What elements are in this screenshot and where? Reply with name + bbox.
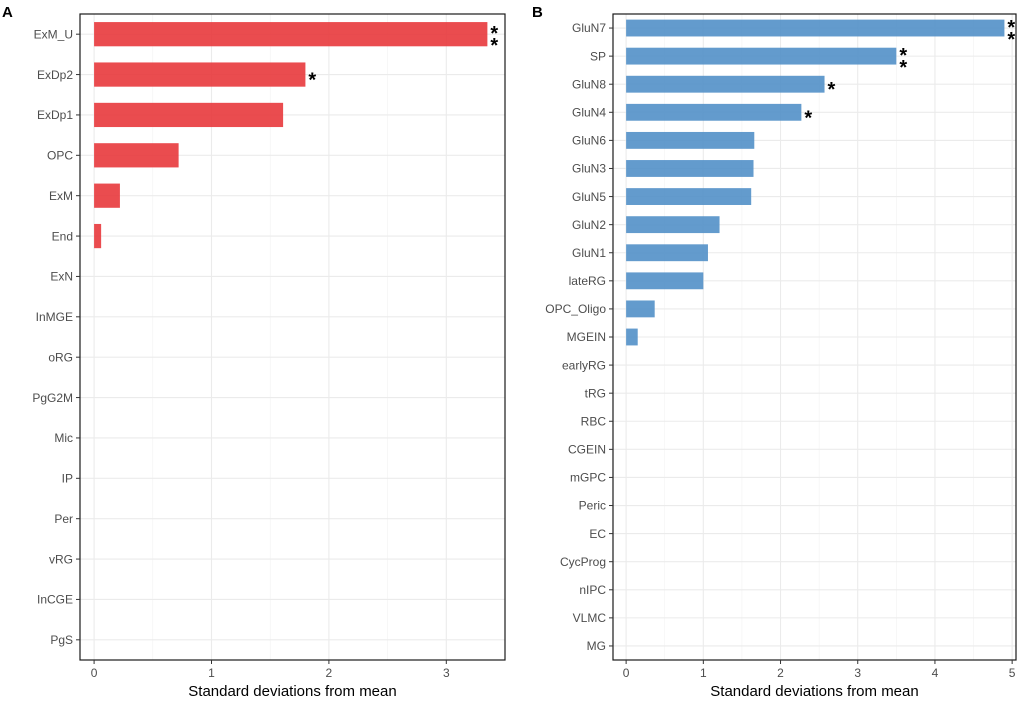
panel-a-category-label: IP (62, 472, 73, 486)
panel-b-significance-star: * (804, 107, 812, 129)
panel-a-bar-exdp1 (94, 102, 284, 128)
panel-b-bar-mgein (626, 328, 638, 346)
panel-a-category-label: End (52, 229, 73, 243)
panel-b-bar-glun3 (626, 160, 754, 177)
panel-b-category-label: GluN1 (572, 246, 606, 260)
panel-b-category-label: MG (587, 639, 606, 653)
panel-b-bar-laterg (626, 272, 704, 290)
panel-a-category-label: PgG2M (32, 391, 73, 405)
panel-b-category-label: OPC_Oligo (545, 302, 606, 316)
panel-a-category-label: Mic (54, 431, 73, 445)
panel-b-bar-glun1 (626, 244, 708, 262)
panel-a-bar-end (94, 223, 102, 249)
panel-a-category-label: InCGE (37, 593, 73, 607)
panel-a-bar-opc (94, 143, 179, 168)
panel-b-x-tick-label: 4 (932, 666, 939, 680)
panel-b-bar-glun4 (626, 103, 802, 121)
panel-a-category-label: vRG (49, 552, 73, 566)
panel-b-x-axis-title: Standard deviations from mean (710, 683, 918, 700)
panel-b-category-label: lateRG (569, 274, 606, 288)
panel-b-bar-glun5 (626, 188, 752, 205)
panel-a-bar-exdp2 (94, 62, 306, 87)
panel-b-category-label: nIPC (579, 583, 606, 597)
panel-a-category-label: PgS (50, 633, 73, 647)
panel-a-x-axis-title: Standard deviations from mean (188, 683, 396, 700)
panel-b-category-label: earlyRG (562, 358, 606, 372)
panel-a-x-tick-label: 3 (443, 666, 450, 680)
panel-b-significance-star: * (828, 79, 836, 101)
panel-b-chart: ******GluN7SPGluN8GluN4GluN6GluN3GluN5Gl… (545, 13, 1017, 700)
panel-a-x-tick-label: 1 (208, 666, 215, 680)
panel-a-bar-exm-u (94, 22, 488, 47)
panel-b-category-label: Peric (579, 499, 606, 513)
panel-b-x-tick-label: 2 (777, 666, 784, 680)
panel-a-category-label: ExDp2 (37, 68, 73, 82)
panel-a-x-tick-label: 2 (326, 666, 333, 680)
panel-b-category-label: VLMC (573, 611, 607, 625)
panel-b-category-label: GluN7 (572, 21, 606, 35)
panel-b-x-tick-label: 5 (1009, 666, 1016, 680)
panel-b-category-label: GluN3 (572, 162, 606, 176)
panel-b-bar-glun2 (626, 216, 720, 234)
panel-b-category-label: mGPC (570, 471, 606, 485)
panel-b-category-label: RBC (581, 414, 607, 428)
panel-b-category-label: EC (589, 527, 606, 541)
panel-a-significance-star: * (490, 23, 498, 45)
panel-b-category-label: GluN4 (572, 106, 606, 120)
panel-a-significance-star: * (490, 35, 498, 57)
panel-b-category-label: GluN6 (572, 134, 606, 148)
panel-b-category-label: GluN8 (572, 77, 606, 91)
panel-a-chart: ***ExM_UExDp2ExDp1OPCExMEndExNInMGEoRGPg… (32, 13, 506, 700)
panel-b-bar-sp (626, 47, 897, 65)
panel-b-category-label: tRG (585, 386, 606, 400)
panel-b-bar-opc-oligo (626, 300, 655, 318)
panel-a-x-tick-label: 0 (91, 666, 98, 680)
panel-a-significance-star: * (308, 70, 316, 92)
panel-b-category-label: CycProg (560, 555, 606, 569)
panel-a-bar-exm (94, 183, 120, 208)
panel-b-bar-glun6 (626, 131, 755, 149)
panel-a-category-label: Per (54, 512, 73, 526)
panel-b-significance-star: * (1007, 17, 1015, 39)
panel-b-category-label: GluN2 (572, 218, 606, 232)
panel-b-significance-star: * (899, 57, 907, 79)
panel-b-x-tick-label: 0 (623, 666, 630, 680)
panel-b-category-label: SP (590, 49, 606, 63)
panel-a-category-label: ExN (50, 270, 73, 284)
panel-a-label: A (2, 4, 13, 21)
panel-b-category-label: CGEIN (568, 443, 606, 457)
panel-a-category-label: ExDp1 (37, 108, 73, 122)
panel-b-bar-glun7 (626, 19, 1005, 37)
panel-b-bar-glun8 (626, 75, 825, 93)
panel-a-border (79, 13, 506, 661)
panel-b-x-tick-label: 3 (854, 666, 861, 680)
panel-b-significance-star: * (1007, 29, 1015, 51)
panel-a-category-label: InMGE (36, 310, 73, 324)
panel-a-category-label: oRG (48, 350, 73, 364)
panel-a-category-label: ExM_U (34, 27, 73, 41)
panel-b-category-label: MGEIN (567, 330, 606, 344)
panel-a-category-label: ExM (49, 189, 73, 203)
panel-a-category-label: OPC (47, 149, 73, 163)
panel-b-category-label: GluN5 (572, 190, 606, 204)
panel-b-x-tick-label: 1 (700, 666, 707, 680)
panel-b-significance-star: * (899, 45, 907, 67)
panel-b-label: B (532, 4, 543, 21)
